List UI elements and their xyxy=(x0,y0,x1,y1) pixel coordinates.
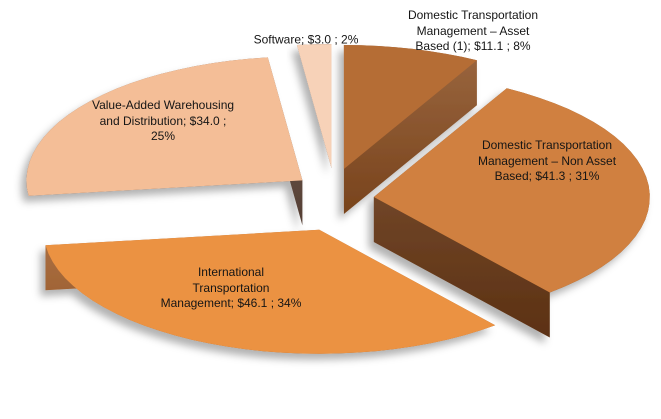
pie-slice-1 xyxy=(373,88,650,338)
pie-slice-top-3 xyxy=(26,57,303,196)
pie-slice-top-2 xyxy=(45,229,496,354)
pie-slice-0 xyxy=(343,45,477,214)
pie-slice-top-4 xyxy=(296,44,332,169)
pie-slice-2 xyxy=(45,229,496,399)
pie-slice-top-1 xyxy=(373,88,650,293)
pie-slice-3 xyxy=(26,57,303,241)
pie-slice-4 xyxy=(296,44,332,214)
pie-slices xyxy=(26,44,650,399)
pie-slice-top-0 xyxy=(343,45,477,169)
